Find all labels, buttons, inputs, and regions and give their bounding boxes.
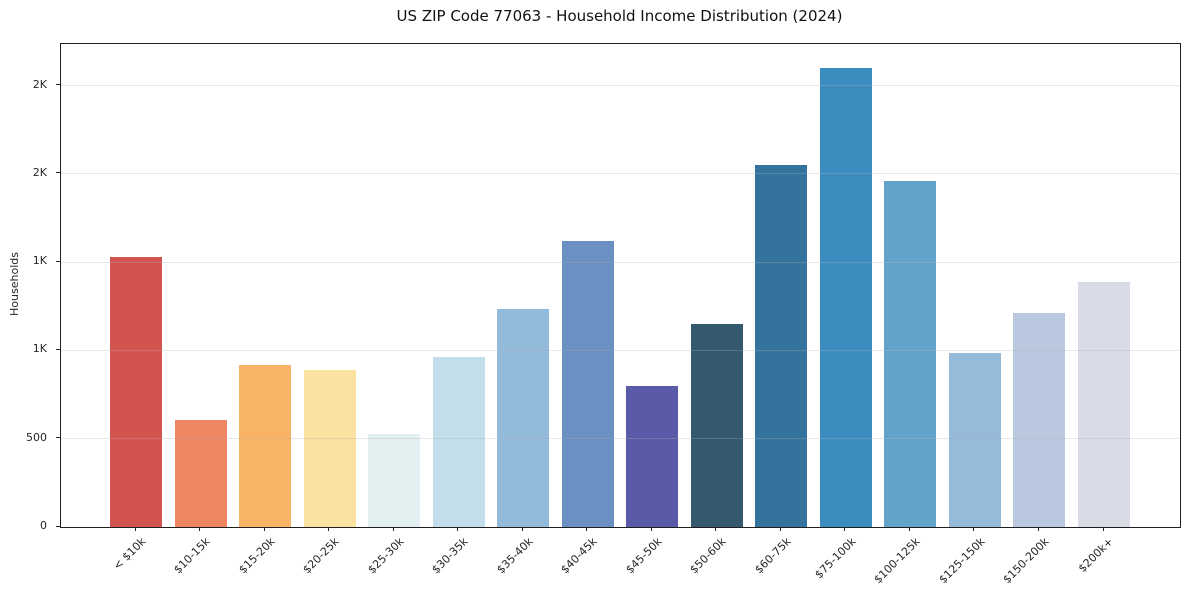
x-tick-label-text: $35-40k bbox=[494, 535, 536, 577]
bar-$50-60k bbox=[690, 323, 743, 527]
y-tick-label: 500 bbox=[26, 430, 47, 444]
bar-$20-25k bbox=[303, 369, 356, 527]
x-tick-mark bbox=[844, 527, 846, 531]
y-tick-label: 2K bbox=[32, 77, 47, 91]
x-tick-label-text: $150-200k bbox=[1000, 535, 1052, 587]
y-tick-mark bbox=[56, 260, 60, 262]
x-tick-label-text: $45-50k bbox=[623, 535, 665, 577]
y-tick-label: 1K bbox=[32, 254, 47, 268]
x-tick-mark bbox=[715, 527, 717, 531]
gridline bbox=[61, 349, 1180, 351]
bar-$30-35k bbox=[432, 356, 485, 527]
gridline bbox=[61, 438, 1180, 440]
x-tick-mark bbox=[392, 527, 394, 531]
bar-$25-30k bbox=[368, 434, 421, 527]
x-tick-mark bbox=[586, 527, 588, 531]
x-tick-mark bbox=[779, 527, 781, 531]
bar-$100-125k bbox=[884, 180, 937, 527]
x-tick-label-text: $125-150k bbox=[935, 535, 988, 587]
bar-$40-45k bbox=[561, 240, 614, 527]
x-tick-mark bbox=[199, 527, 200, 531]
x-tick-mark bbox=[908, 527, 910, 531]
bar-< $10k bbox=[110, 256, 162, 527]
y-tick-mark bbox=[56, 84, 60, 85]
gridline bbox=[61, 173, 1180, 175]
x-tick-mark bbox=[521, 527, 523, 531]
x-tick-label-text: $200k+ bbox=[1076, 535, 1117, 576]
x-tick-mark bbox=[1102, 527, 1104, 531]
x-tick-label-text: $25-30k bbox=[365, 535, 407, 577]
x-tick-label-text: $50-60k bbox=[687, 535, 729, 577]
x-tick-label-text: $60-75k bbox=[752, 535, 794, 577]
bar-$10-15k bbox=[174, 420, 227, 527]
y-tick-mark bbox=[56, 525, 60, 527]
y-tick-mark bbox=[56, 437, 60, 439]
y-tick-label: 0 bbox=[40, 519, 47, 532]
x-tick-label-text: $100-125k bbox=[871, 535, 923, 587]
bar-$60-75k bbox=[755, 165, 808, 527]
x-tick-mark bbox=[1038, 527, 1039, 531]
y-tick-label: 1K bbox=[32, 342, 47, 356]
x-tick-label-text: $20-25k bbox=[300, 535, 342, 577]
chart-title: US ZIP Code 77063 - Household Income Dis… bbox=[396, 7, 843, 25]
x-tick-label-text: $75-100k bbox=[811, 535, 859, 582]
bar-$45-50k bbox=[626, 385, 679, 527]
bar-$15-20k bbox=[239, 365, 292, 527]
x-tick-mark bbox=[134, 527, 136, 531]
x-tick-mark bbox=[650, 527, 652, 531]
x-tick-label-text: $40-45k bbox=[558, 535, 600, 577]
x-tick-mark bbox=[263, 527, 265, 531]
bar-$150-200k bbox=[1013, 313, 1066, 527]
y-tick-mark bbox=[56, 172, 60, 174]
x-tick-mark bbox=[973, 527, 975, 531]
bar-$125-150k bbox=[948, 353, 1001, 527]
bar-$200k+ bbox=[1077, 281, 1130, 527]
bar-$75-100k bbox=[819, 67, 872, 527]
x-tick-label-text: $15-20k bbox=[236, 535, 278, 577]
y-tick-label: 2K bbox=[32, 165, 47, 179]
bar-$35-40k bbox=[497, 308, 550, 527]
x-tick-mark bbox=[328, 527, 330, 531]
y-tick-mark bbox=[56, 348, 60, 350]
x-tick-label-text: $10-15k bbox=[171, 535, 213, 577]
plot-area bbox=[60, 43, 1181, 528]
gridline bbox=[61, 261, 1180, 263]
x-tick-label-text: < $10k bbox=[110, 535, 149, 573]
x-tick-label-text: $30-35k bbox=[429, 535, 471, 577]
x-tick-mark bbox=[457, 527, 459, 531]
gridline bbox=[61, 85, 1180, 86]
